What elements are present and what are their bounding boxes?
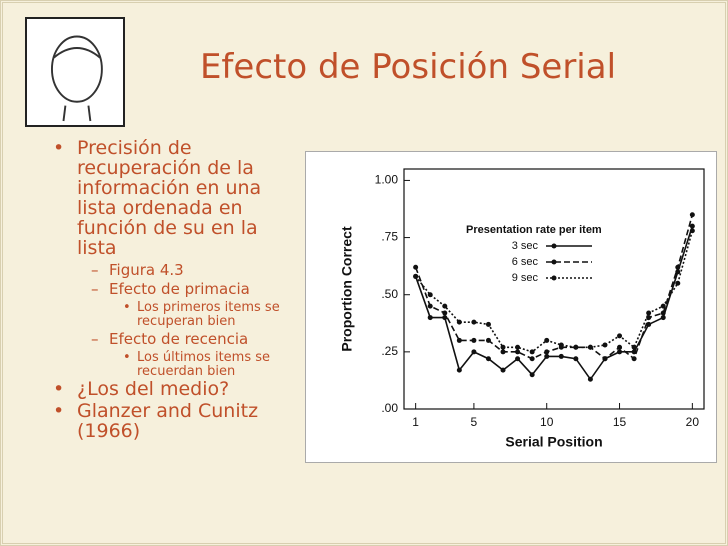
- y-tick-label: .50: [381, 287, 398, 301]
- data-point: [646, 310, 652, 316]
- legend-label: 9 sec: [512, 272, 539, 284]
- data-point: [515, 356, 521, 362]
- data-point: [500, 349, 506, 355]
- x-tick-label: 10: [540, 415, 554, 429]
- bullet: Glanzer and Cunitz (1966): [53, 401, 291, 442]
- data-point: [660, 310, 666, 316]
- series-line: [414, 225, 694, 381]
- data-point: [617, 349, 623, 355]
- data-point: [587, 376, 593, 382]
- legend-marker: [551, 243, 557, 249]
- data-point: [427, 292, 433, 298]
- data-point: [456, 367, 462, 373]
- legend-marker: [551, 259, 557, 265]
- data-point: [529, 349, 535, 355]
- data-point: [689, 228, 695, 234]
- bullet: Efecto de primacia: [91, 282, 291, 298]
- data-point: [675, 264, 681, 270]
- data-point: [515, 349, 521, 355]
- slide-title: Efecto de Posición Serial: [199, 47, 617, 87]
- data-point: [427, 303, 433, 309]
- legend-marker: [551, 275, 557, 281]
- data-point: [442, 310, 448, 316]
- data-point: [558, 342, 564, 348]
- y-tick-label: 1.00: [375, 173, 399, 187]
- y-tick-label: .75: [381, 230, 398, 244]
- bullet: Los últimos items se recuerdan bien: [123, 351, 301, 378]
- data-point: [500, 344, 506, 350]
- data-point: [485, 337, 491, 343]
- bullet-list: Precisión de recuperación de la informac…: [51, 137, 291, 442]
- data-point: [413, 273, 419, 279]
- data-point: [587, 344, 593, 350]
- data-point: [544, 353, 550, 359]
- x-tick-label: 20: [686, 415, 700, 429]
- data-point: [485, 356, 491, 362]
- bullet: Figura 4.3: [91, 262, 291, 279]
- x-tick-label: 15: [613, 415, 627, 429]
- head-illustration: [25, 17, 125, 127]
- data-point: [515, 344, 521, 350]
- legend-label: 6 sec: [512, 256, 539, 268]
- bullet: Efecto de recencia: [91, 332, 291, 348]
- data-point: [602, 342, 608, 348]
- data-point: [456, 319, 462, 325]
- data-point: [617, 344, 623, 350]
- data-point: [617, 333, 623, 339]
- data-point: [689, 223, 695, 229]
- plot-frame: [403, 168, 705, 410]
- x-tick-label: 1: [412, 415, 419, 429]
- series-line: [415, 230, 694, 353]
- series-line: [414, 214, 694, 361]
- data-point: [602, 356, 608, 362]
- data-point: [413, 264, 419, 270]
- legend-title: Presentation rate per item: [466, 224, 602, 236]
- x-tick-label: 5: [471, 415, 478, 429]
- bullet: Los primeros items se recuperan bien: [123, 301, 301, 328]
- data-point: [631, 356, 637, 362]
- data-point: [471, 349, 477, 355]
- bullet: ¿Los del medio?: [53, 379, 291, 400]
- y-tick-label: .00: [381, 401, 398, 415]
- data-point: [631, 344, 637, 350]
- data-point: [689, 212, 695, 218]
- data-point: [442, 315, 448, 321]
- data-point: [558, 353, 564, 359]
- data-point: [500, 367, 506, 373]
- data-point: [442, 303, 448, 309]
- data-point: [660, 315, 666, 321]
- data-point: [573, 356, 579, 362]
- data-point: [529, 356, 535, 362]
- data-point: [471, 319, 477, 325]
- bullet: Precisión de recuperación de la informac…: [53, 138, 291, 259]
- data-point: [544, 349, 550, 355]
- y-tick-label: .25: [381, 344, 398, 358]
- y-axis-label: Proportion Correct: [339, 226, 355, 352]
- x-axis-label: Serial Position: [505, 434, 602, 450]
- data-point: [573, 344, 579, 350]
- data-point: [427, 315, 433, 321]
- data-point: [660, 303, 666, 309]
- data-point: [456, 337, 462, 343]
- data-point: [471, 337, 477, 343]
- data-point: [529, 372, 535, 378]
- data-point: [485, 321, 491, 327]
- legend-label: 3 sec: [512, 240, 539, 252]
- data-point: [675, 280, 681, 286]
- data-point: [544, 337, 550, 343]
